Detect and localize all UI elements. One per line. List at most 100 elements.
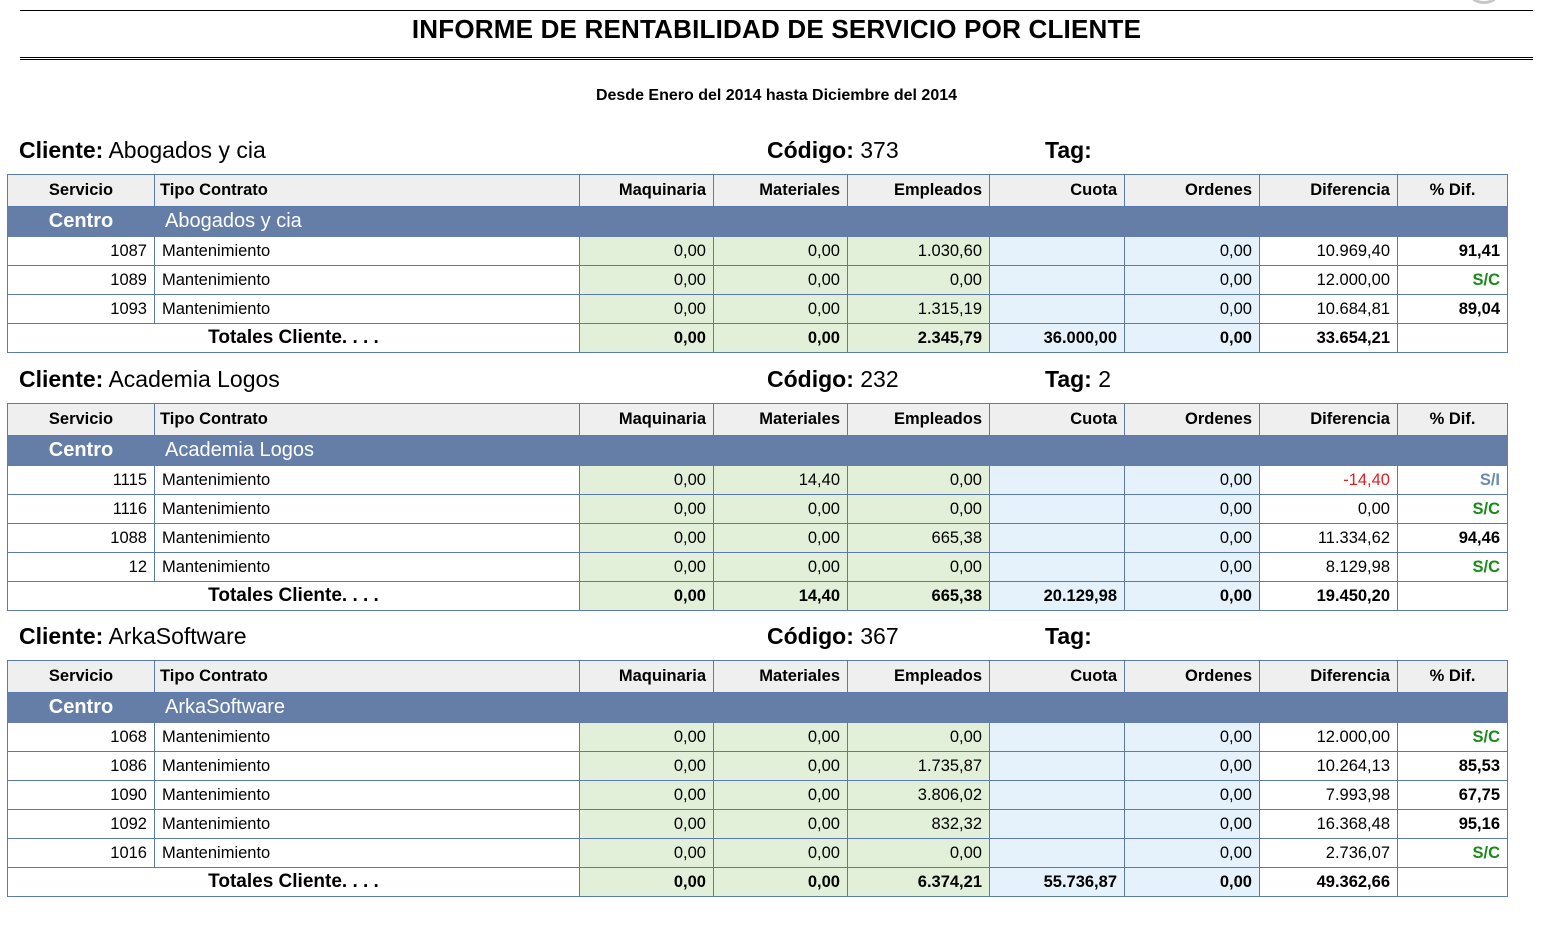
- client-tag: 2: [1098, 366, 1112, 392]
- client-name-field: Cliente: ArkaSoftware: [19, 623, 247, 650]
- cell-tipo-contrato: Mantenimiento: [154, 265, 580, 295]
- table-row: 1068 Mantenimiento 0,00 0,00 0,00 0,00 12.000,…: [7, 722, 1508, 752]
- cell-maquinaria: 0,00: [579, 809, 714, 839]
- total-cuota: 36.000,00: [989, 323, 1125, 353]
- cell-servicio: 1088: [7, 523, 155, 553]
- title-bottom-rule: [20, 57, 1533, 62]
- cell-ordenes: 0,00: [1124, 294, 1260, 324]
- col-materiales: Materiales: [713, 403, 848, 436]
- col-servicio: Servicio: [7, 174, 155, 207]
- cell-ordenes: 0,00: [1124, 523, 1260, 553]
- tag-label: Tag:: [1045, 366, 1092, 392]
- cell-materiales: 0,00: [713, 722, 848, 752]
- col-tipo-contrato: Tipo Contrato: [154, 660, 580, 693]
- total-diferencia: 49.362,66: [1259, 867, 1398, 897]
- cell-ordenes: 0,00: [1124, 809, 1260, 839]
- table-header-row: Servicio Tipo Contrato Maquinaria Materiale…: [7, 403, 1508, 436]
- cell-cuota: [989, 722, 1125, 752]
- code-label: Código:: [767, 366, 854, 392]
- centro-row: Centro Abogados y cia: [7, 206, 1508, 237]
- table-row: 1116 Mantenimiento 0,00 0,00 0,00 0,00 0,00 S/C: [7, 494, 1508, 524]
- cell-servicio: 1087: [7, 236, 155, 266]
- cell-materiales: 0,00: [713, 780, 848, 810]
- col-empleados: Empleados: [847, 174, 990, 207]
- client-header: Cliente: Academia Logos Código: 232 Tag: 2: [0, 366, 1549, 396]
- total-maquinaria: 0,00: [579, 867, 714, 897]
- col-maquinaria: Maquinaria: [579, 174, 714, 207]
- col-materiales: Materiales: [713, 660, 848, 693]
- centro-name: Academia Logos: [154, 435, 1508, 466]
- col-diferencia: Diferencia: [1259, 174, 1398, 207]
- total-ordenes: 0,00: [1124, 581, 1260, 611]
- centro-label: Centro: [7, 435, 155, 466]
- cell-servicio: 1092: [7, 809, 155, 839]
- cell-diferencia: 10.264,13: [1259, 751, 1398, 781]
- code-label: Código:: [767, 137, 854, 163]
- cell-diferencia: 12.000,00: [1259, 265, 1398, 295]
- cell-tipo-contrato: Mantenimiento: [154, 494, 580, 524]
- table-row: 1088 Mantenimiento 0,00 0,00 665,38 0,00 11.33…: [7, 523, 1508, 553]
- total-empleados: 665,38: [847, 581, 990, 611]
- cell-materiales: 0,00: [713, 494, 848, 524]
- centro-name: ArkaSoftware: [154, 692, 1508, 723]
- totals-label: Totales Cliente. . . .: [7, 581, 580, 611]
- col-pct-dif: % Dif.: [1397, 403, 1508, 436]
- cell-tipo-contrato: Mantenimiento: [154, 236, 580, 266]
- client-code-field: Código: 232: [767, 366, 899, 393]
- client-tag-field: Tag: 2: [1045, 366, 1111, 393]
- cell-diferencia: 11.334,62: [1259, 523, 1398, 553]
- tag-label: Tag:: [1045, 137, 1092, 163]
- col-cuota: Cuota: [989, 403, 1125, 436]
- cell-materiales: 0,00: [713, 523, 848, 553]
- cell-maquinaria: 0,00: [579, 236, 714, 266]
- cell-pct-dif: S/C: [1397, 552, 1508, 582]
- cell-cuota: [989, 552, 1125, 582]
- total-cuota: 55.736,87: [989, 867, 1125, 897]
- cell-empleados: 0,00: [847, 552, 990, 582]
- corner-decoration: [1470, 0, 1498, 4]
- cell-empleados: 0,00: [847, 838, 990, 868]
- total-diferencia: 19.450,20: [1259, 581, 1398, 611]
- cell-empleados: 0,00: [847, 722, 990, 752]
- cell-materiales: 14,40: [713, 465, 848, 495]
- cell-diferencia: 8.129,98: [1259, 552, 1398, 582]
- cell-materiales: 0,00: [713, 552, 848, 582]
- cell-materiales: 0,00: [713, 236, 848, 266]
- services-table: Servicio Tipo Contrato Maquinaria Materiale…: [7, 403, 1508, 611]
- col-diferencia: Diferencia: [1259, 660, 1398, 693]
- cell-cuota: [989, 780, 1125, 810]
- cell-empleados: 1.315,19: [847, 294, 990, 324]
- cell-cuota: [989, 236, 1125, 266]
- cell-pct-dif: S/C: [1397, 265, 1508, 295]
- cell-ordenes: 0,00: [1124, 494, 1260, 524]
- cell-maquinaria: 0,00: [579, 838, 714, 868]
- col-empleados: Empleados: [847, 403, 990, 436]
- total-maquinaria: 0,00: [579, 581, 714, 611]
- total-pct-dif: [1397, 867, 1508, 897]
- cell-ordenes: 0,00: [1124, 465, 1260, 495]
- total-materiales: 0,00: [713, 323, 848, 353]
- col-materiales: Materiales: [713, 174, 848, 207]
- cell-diferencia: 10.969,40: [1259, 236, 1398, 266]
- client-name: Abogados y cia: [108, 137, 266, 163]
- cell-servicio: 12: [7, 552, 155, 582]
- table-header-row: Servicio Tipo Contrato Maquinaria Materiale…: [7, 174, 1508, 207]
- total-pct-dif: [1397, 323, 1508, 353]
- cell-tipo-contrato: Mantenimiento: [154, 780, 580, 810]
- client-tag-field: Tag:: [1045, 137, 1092, 164]
- cell-diferencia: 0,00: [1259, 494, 1398, 524]
- client-code-field: Código: 367: [767, 623, 899, 650]
- cell-cuota: [989, 265, 1125, 295]
- cell-pct-dif: 89,04: [1397, 294, 1508, 324]
- tag-label: Tag:: [1045, 623, 1092, 649]
- centro-row: Centro Academia Logos: [7, 435, 1508, 466]
- cell-diferencia: -14,40: [1259, 465, 1398, 495]
- cell-materiales: 0,00: [713, 751, 848, 781]
- totals-row: Totales Cliente. . . . 0,00 0,00 6.374,21 55…: [7, 867, 1508, 897]
- total-maquinaria: 0,00: [579, 323, 714, 353]
- client-code: 232: [860, 366, 899, 392]
- client-code: 367: [860, 623, 899, 649]
- cell-servicio: 1089: [7, 265, 155, 295]
- totals-label: Totales Cliente. . . .: [7, 323, 580, 353]
- centro-label: Centro: [7, 692, 155, 723]
